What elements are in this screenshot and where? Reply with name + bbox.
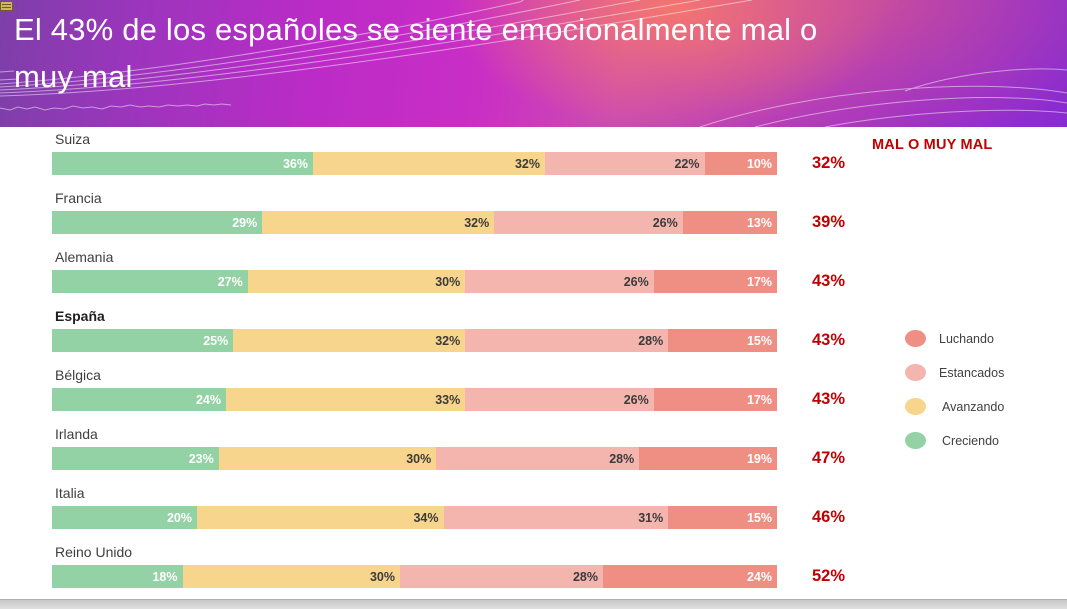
total-value: 52%: [812, 567, 846, 585]
bar-segment-luchando[interactable]: 10%: [704, 152, 777, 175]
legend-label: Estancados: [939, 365, 1005, 380]
bar-segment-avanzando[interactable]: 32%: [313, 152, 545, 175]
bar-segment-estancados[interactable]: 26%: [465, 388, 654, 411]
bar-segment-creciendo[interactable]: 36%: [52, 152, 313, 175]
bar-segment-luchando[interactable]: 17%: [653, 270, 777, 293]
bar-segment-creciendo[interactable]: 23%: [52, 447, 219, 470]
total-value: 39%: [812, 213, 846, 231]
country-label: Reino Unido: [55, 544, 133, 560]
country-row: Reino Unido 18% 30% 28% 24% 52%: [0, 542, 1067, 601]
country-label: Francia: [55, 190, 102, 206]
total-value: 43%: [812, 331, 846, 349]
country-label: Irlanda: [55, 426, 98, 442]
country-label: Alemania: [55, 249, 114, 265]
country-row: Italia 20% 34% 31% 15% 46%: [0, 483, 1067, 542]
bar-segment-luchando[interactable]: 19%: [639, 447, 777, 470]
slide-bottom-edge: [0, 599, 1067, 609]
total-value: 32%: [812, 154, 846, 172]
legend-label: Creciendo: [942, 433, 999, 448]
bar-segment-luchando[interactable]: 17%: [653, 388, 777, 411]
stacked-bar[interactable]: 29% 32% 26% 13%: [52, 211, 777, 234]
stacked-bar[interactable]: 20% 34% 31% 15%: [52, 506, 777, 529]
stacked-bar[interactable]: 18% 30% 28% 24%: [52, 565, 777, 588]
bar-segment-estancados[interactable]: 28%: [400, 565, 603, 588]
total-value: 47%: [812, 449, 846, 467]
bar-segment-creciendo[interactable]: 18%: [52, 565, 183, 588]
decorative-lines: [0, 0, 1067, 127]
country-row: España 25% 32% 28% 15% 43%: [0, 306, 1067, 365]
bar-segment-luchando[interactable]: 15%: [668, 329, 777, 352]
stacked-bar[interactable]: 23% 30% 28% 19%: [52, 447, 777, 470]
country-label: Suiza: [55, 131, 91, 147]
country-label: Italia: [55, 485, 85, 501]
bar-segment-avanzando[interactable]: 33%: [226, 388, 466, 411]
bar-segment-luchando[interactable]: 24%: [603, 565, 777, 588]
stacked-bar-chart: Suiza 36% 32% 22% 10% 32% Francia 29% 32% 26%…: [0, 129, 1067, 601]
bar-segment-avanzando[interactable]: 30%: [218, 447, 437, 470]
legend-item-creciendo[interactable]: Creciendo: [905, 432, 1004, 449]
country-row: Suiza 36% 32% 22% 10% 32%: [0, 129, 1067, 188]
bar-segment-estancados[interactable]: 28%: [465, 329, 669, 352]
legend-color-dot: [905, 330, 926, 347]
country-label: Bélgica: [55, 367, 101, 383]
total-value: 43%: [812, 272, 846, 290]
bar-segment-creciendo[interactable]: 29%: [52, 211, 263, 234]
country-row: Bélgica 24% 33% 26% 17% 43%: [0, 365, 1067, 424]
bar-segment-creciendo[interactable]: 20%: [52, 506, 197, 529]
bar-segment-creciendo[interactable]: 24%: [52, 388, 226, 411]
bar-segment-avanzando[interactable]: 30%: [247, 270, 466, 293]
bar-segment-estancados[interactable]: 31%: [443, 506, 669, 529]
chart-area: MAL O MUY MAL Suiza 36% 32% 22% 10% 32% Fra…: [0, 127, 1067, 600]
chart-legend: Luchando Estancados Avanzando Creciendo: [905, 330, 1004, 466]
legend-color-dot: [905, 398, 926, 415]
bar-segment-avanzando[interactable]: 34%: [197, 506, 444, 529]
total-value: 43%: [812, 390, 846, 408]
list-icon[interactable]: [0, 1, 13, 11]
slide-header: El 43% de los españoles se siente emocio…: [0, 0, 1067, 127]
slide-title: El 43% de los españoles se siente emocio…: [14, 6, 817, 100]
legend-color-dot: [905, 364, 926, 381]
stacked-bar[interactable]: 27% 30% 26% 17%: [52, 270, 777, 293]
bar-segment-luchando[interactable]: 15%: [668, 506, 777, 529]
bar-segment-creciendo[interactable]: 27%: [52, 270, 248, 293]
stacked-bar[interactable]: 24% 33% 26% 17%: [52, 388, 777, 411]
bar-segment-avanzando[interactable]: 30%: [182, 565, 400, 588]
slide-title-line2: muy mal: [14, 59, 133, 94]
legend-color-dot: [905, 432, 926, 449]
total-value: 46%: [812, 508, 846, 526]
legend-item-estancados[interactable]: Estancados: [905, 364, 1004, 381]
bar-segment-estancados[interactable]: 26%: [494, 211, 683, 234]
bar-segment-avanzando[interactable]: 32%: [233, 329, 466, 352]
stacked-bar[interactable]: 36% 32% 22% 10%: [52, 152, 777, 175]
totals-column-header: MAL O MUY MAL: [872, 137, 993, 153]
stacked-bar[interactable]: 25% 32% 28% 15%: [52, 329, 777, 352]
legend-item-luchando[interactable]: Luchando: [905, 330, 1004, 347]
bar-segment-luchando[interactable]: 13%: [682, 211, 777, 234]
bar-segment-creciendo[interactable]: 25%: [52, 329, 234, 352]
bar-segment-estancados[interactable]: 26%: [465, 270, 654, 293]
country-row: Irlanda 23% 30% 28% 19% 47%: [0, 424, 1067, 483]
legend-item-avanzando[interactable]: Avanzando: [905, 398, 1004, 415]
country-label: España: [55, 308, 105, 324]
bar-segment-estancados[interactable]: 22%: [545, 152, 705, 175]
bar-segment-estancados[interactable]: 28%: [436, 447, 640, 470]
bar-segment-avanzando[interactable]: 32%: [262, 211, 495, 234]
slide-title-line1: El 43% de los españoles se siente emocio…: [14, 12, 818, 47]
legend-label: Avanzando: [942, 399, 1005, 414]
country-row: Francia 29% 32% 26% 13% 39%: [0, 188, 1067, 247]
legend-label: Luchando: [939, 331, 994, 346]
country-row: Alemania 27% 30% 26% 17% 43%: [0, 247, 1067, 306]
